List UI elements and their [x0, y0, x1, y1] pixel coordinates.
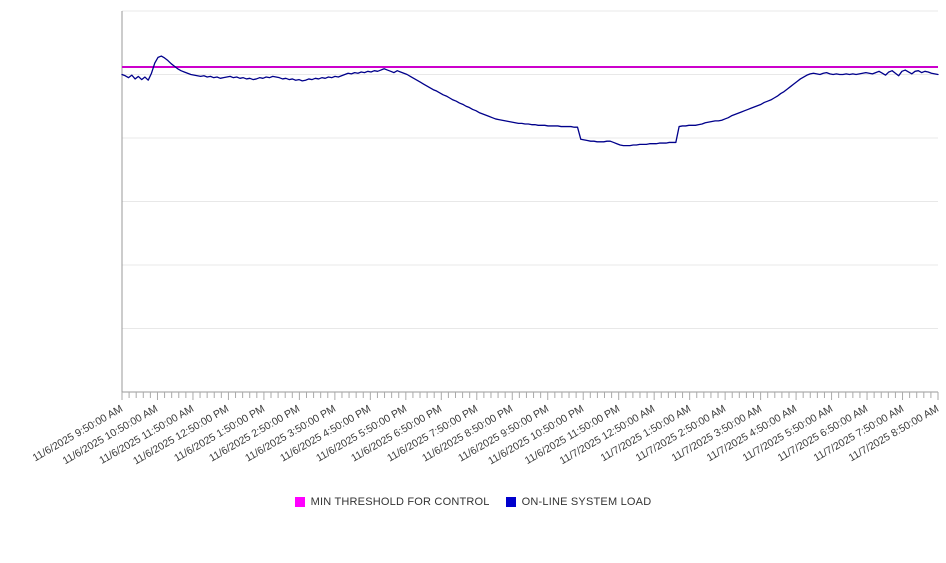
data-series-group	[121, 55, 939, 147]
legend-swatch-icon	[505, 497, 516, 507]
legend-label: ON-LINE SYSTEM LOAD	[521, 496, 652, 508]
chart-plot-area	[121, 10, 939, 400]
x-axis-ticks	[121, 392, 939, 400]
legend-swatch-icon	[294, 497, 305, 507]
chart-legend: MIN THRESHOLD FOR CONTROL ON-LINE SYSTEM …	[0, 496, 946, 508]
legend-label: MIN THRESHOLD FOR CONTROL	[310, 496, 490, 508]
legend-item[interactable]: ON-LINE SYSTEM LOAD	[505, 496, 652, 508]
legend-item[interactable]: MIN THRESHOLD FOR CONTROL	[294, 496, 490, 508]
gridlines-group	[122, 10, 938, 393]
chart-container: 11/6/2025 9:50:00 AM 11/6/2025 10:50:00 A…	[0, 10, 946, 508]
